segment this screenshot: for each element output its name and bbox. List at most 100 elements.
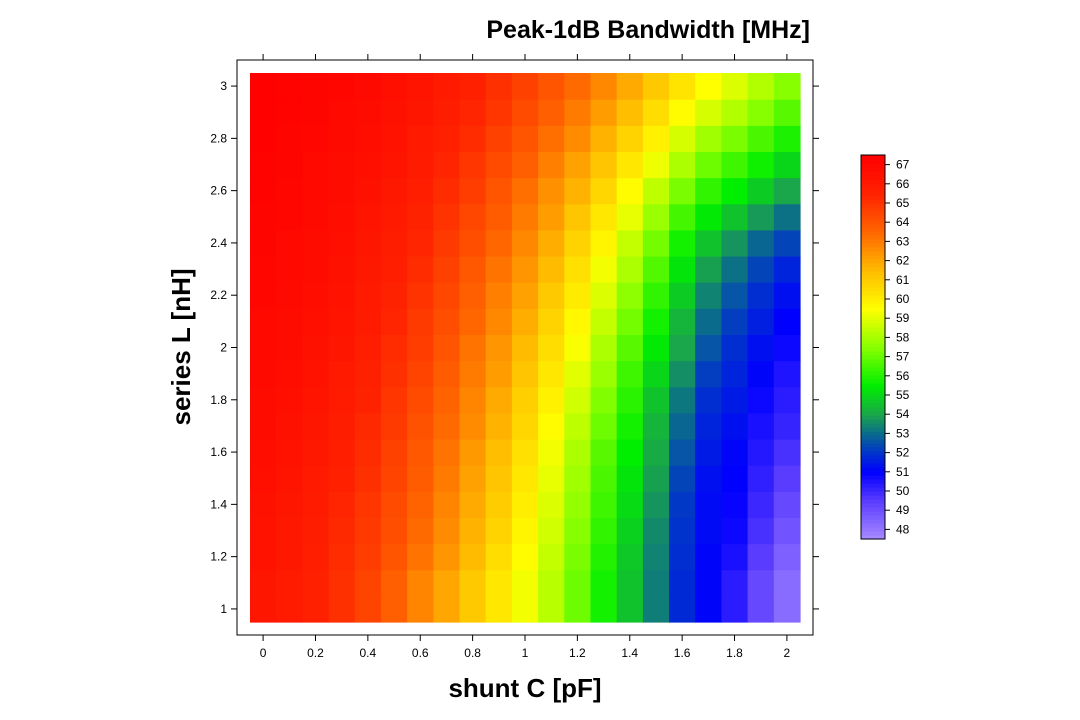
heatmap-cell-4-10 [511,491,539,519]
colorbar: 48 49 50 51 52 53 54 55 56 57 58 59 60 61 62 63 64 65 66 67 [860,154,910,540]
heatmap-cell-2-4 [354,543,382,571]
colorbar-segment [861,359,885,364]
heatmap-cell-19-4 [354,99,382,126]
heatmap-cell-18-20 [773,125,801,153]
heatmap-cell-4-2 [302,491,330,519]
heatmap-cell-0-0 [250,595,277,623]
heatmap-cell-13-5 [380,256,408,283]
heatmap-cell-17-6 [407,151,434,179]
heatmap-cell-18-9 [485,125,513,153]
heatmap-cell-7-3 [328,412,356,440]
heatmap-cell-6-2 [302,439,330,466]
heatmap-cell-0-6 [407,595,434,623]
heatmap-cell-9-13 [590,360,618,388]
heatmap-cell-10-4 [354,334,382,362]
colorbar-segment [861,479,885,484]
heatmap-cell-20-20 [773,73,801,100]
colorbar-segment [861,171,885,176]
heatmap-cell-15-7 [433,203,461,231]
colorbar-segment [861,487,885,492]
heatmap-cell-20-6 [407,73,434,100]
heatmap-cell-11-15 [642,308,670,336]
heatmap-cell-20-16 [669,73,696,100]
heatmap-cell-14-6 [407,229,434,257]
heatmap-cell-3-1 [276,517,303,545]
heatmap-cell-16-9 [485,177,513,205]
heatmap-cell-9-11 [538,360,565,388]
heatmap-cell-12-17 [695,282,723,309]
heatmap-cell-16-5 [380,177,408,205]
heatmap-cell-4-7 [433,491,461,519]
heatmap-cell-11-10 [511,308,539,336]
heatmap-cell-12-4 [354,282,382,309]
heatmap-cell-2-14 [616,543,644,571]
x-tick-label: 1.6 [674,646,691,660]
heatmap-cell-20-19 [747,73,775,100]
heatmap-cell-5-3 [328,465,356,492]
heatmap-cell-19-9 [485,99,513,126]
colorbar-segment [861,499,885,504]
heatmap-cell-19-15 [642,99,670,126]
heatmap-cell-7-17 [695,412,723,440]
heatmap-cell-8-4 [354,386,382,414]
heatmap-cell-2-15 [642,543,670,571]
colorbar-segment [861,495,885,500]
heatmap-cell-6-10 [511,439,539,466]
heatmap-cell-6-5 [380,439,408,466]
heatmap-cell-4-15 [642,491,670,519]
colorbar-segment [861,407,885,412]
heatmap-cell-7-14 [616,412,644,440]
heatmap-cell-12-7 [433,282,461,309]
colorbar-segment [861,339,885,344]
heatmap-cell-2-1 [276,543,303,571]
heatmap-cell-17-7 [433,151,461,179]
heatmap-cell-2-9 [485,543,513,571]
heatmap-cell-9-5 [380,360,408,388]
heatmap-cell-20-15 [642,73,670,100]
heatmap-cell-10-12 [564,334,592,362]
colorbar-segment [861,475,885,480]
colorbar-segment [861,315,885,320]
heatmap-cell-10-13 [590,334,618,362]
colorbar-tick-label: 51 [896,465,910,479]
heatmap-cell-3-9 [485,517,513,545]
colorbar-tick-label: 59 [896,311,910,325]
heatmap-cell-5-2 [302,465,330,492]
heatmap-cell-11-18 [721,308,749,336]
heatmap-cell-6-12 [564,439,592,466]
heatmap-cell-11-14 [616,308,644,336]
heatmap-cell-7-7 [433,412,461,440]
heatmap-cell-2-5 [380,543,408,571]
heatmap-cell-1-20 [773,569,801,597]
heatmap-cell-12-2 [302,282,330,309]
heatmap-cell-19-11 [538,99,565,126]
heatmap-cell-11-17 [695,308,723,336]
heatmap-cell-17-5 [380,151,408,179]
colorbar-segment [861,275,885,280]
heatmap-cell-17-14 [616,151,644,179]
colorbar-segment [861,515,885,520]
heatmap-cell-8-0 [250,386,277,414]
heatmap-cell-14-14 [616,229,644,257]
heatmap-cell-14-7 [433,229,461,257]
heatmap-cell-3-12 [564,517,592,545]
heatmap-cell-20-18 [721,73,749,100]
heatmap-cell-5-5 [380,465,408,492]
heatmap-cell-9-20 [773,360,801,388]
colorbar-segment [861,263,885,268]
colorbar-segment [861,155,885,160]
colorbar-segment [861,419,885,424]
heatmap-cell-15-4 [354,203,382,231]
heatmap-cell-16-8 [459,177,487,205]
heatmap-cell-7-1 [276,412,303,440]
colorbar-segment [861,371,885,376]
heatmap-cell-13-10 [511,256,539,283]
heatmap-cell-6-4 [354,439,382,466]
heatmap-cell-18-13 [590,125,618,153]
heatmap-cell-8-19 [747,386,775,414]
x-tick-label: 1.8 [726,646,743,660]
heatmap-cell-12-18 [721,282,749,309]
heatmap-cell-10-14 [616,334,644,362]
x-tick-label: 0.4 [360,646,377,660]
